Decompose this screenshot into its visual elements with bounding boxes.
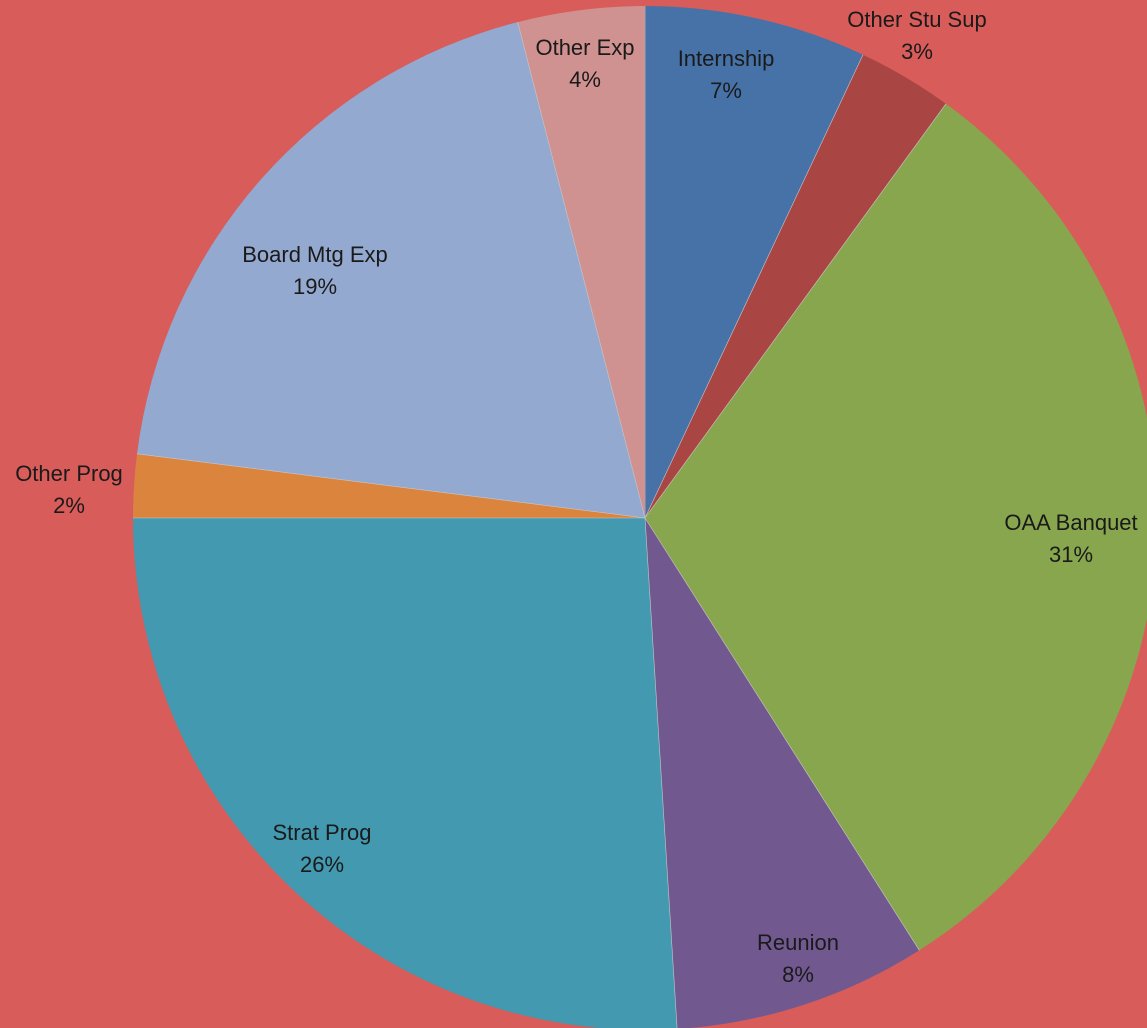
pie-slice-divider: [644, 517, 920, 951]
pie-slice-other-exp: [517, 6, 645, 518]
pie-slice-other-stu-sup: [645, 54, 946, 519]
pie-label-category: Board Mtg Exp: [242, 242, 388, 267]
pie-slice-board-mtg-exp: [137, 22, 645, 519]
pie-label-category: Other Stu Sup: [847, 7, 986, 32]
pie-label-other-exp: Other Exp 4%: [535, 35, 634, 92]
pie-slice-divider: [644, 103, 947, 519]
pie-label-percent: 2%: [53, 493, 85, 518]
pie-slice-strat-prog: [133, 518, 678, 1028]
pie-label-internship: Internship 7%: [678, 46, 775, 103]
pie-slice-reunion: [645, 518, 920, 1028]
pie-labels: Internship 7% Other Stu Sup 3% OAA Banquet 31…: [15, 7, 1137, 987]
pie-label-other-prog: Other Prog 2%: [15, 461, 123, 518]
pie-label-strat-prog: Strat Prog 26%: [272, 820, 371, 877]
pie-slice-divider: [644, 517, 678, 1028]
pie-label-percent: 7%: [710, 78, 742, 103]
pie-label-percent: 3%: [901, 39, 933, 64]
pie-slice-divider: [136, 453, 646, 519]
pie-slice-divider: [644, 54, 864, 519]
pie-label-oaa-banquet: OAA Banquet 31%: [1004, 510, 1137, 567]
pie-slice-oaa-banquet: [645, 103, 1147, 951]
pie-label-percent: 26%: [300, 852, 344, 877]
pie-label-percent: 19%: [293, 274, 337, 299]
pie-label-category: Strat Prog: [272, 820, 371, 845]
pie-label-category: Other Exp: [535, 35, 634, 60]
pie-label-percent: 31%: [1049, 542, 1093, 567]
pie-label-other-stu-sup: Other Stu Sup 3%: [847, 7, 986, 64]
pie-label-category: OAA Banquet: [1004, 510, 1137, 535]
pie-slices: [133, 6, 1147, 1028]
pie-slice-internship: [645, 6, 863, 518]
pie-label-percent: 8%: [782, 962, 814, 987]
pie-label-category: Internship: [678, 46, 775, 71]
pie-label-percent: 4%: [569, 67, 601, 92]
pie-label-category: Reunion: [757, 930, 839, 955]
pie-label-category: Other Prog: [15, 461, 123, 486]
pie-label-board-mtg-exp: Board Mtg Exp 19%: [242, 242, 388, 299]
pie-label-reunion: Reunion 8%: [757, 930, 839, 987]
pie-slice-divider: [517, 22, 646, 519]
